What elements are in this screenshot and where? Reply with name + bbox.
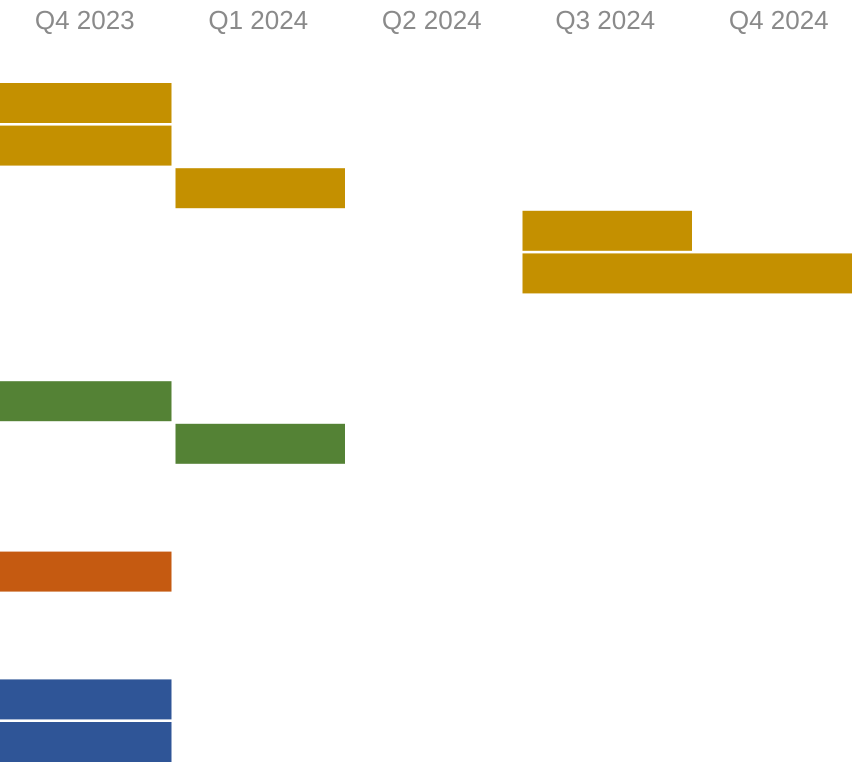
task-bar: [0, 679, 172, 720]
quarter-label: Q3 2024: [555, 5, 655, 35]
quarter-label: Q4 2023: [35, 5, 135, 35]
quarter-label: Q2 2024: [382, 5, 482, 35]
task-bar: [0, 381, 172, 422]
task-bars: [0, 83, 852, 762]
task-bar: [0, 83, 172, 123]
task-bar: [522, 210, 692, 251]
task-bar: [0, 722, 172, 762]
quarter-label: Q1 2024: [208, 5, 308, 35]
quarter-labels: Q4 2023 Q1 2024 Q2 2024 Q3 2024 Q4 2024: [35, 5, 829, 35]
quarter-label: Q4 2024: [729, 5, 829, 35]
task-bar: [522, 253, 852, 294]
task-bar: [175, 423, 345, 464]
task-bar: [0, 125, 172, 166]
task-bar: [0, 551, 172, 592]
task-bar: [175, 168, 345, 209]
